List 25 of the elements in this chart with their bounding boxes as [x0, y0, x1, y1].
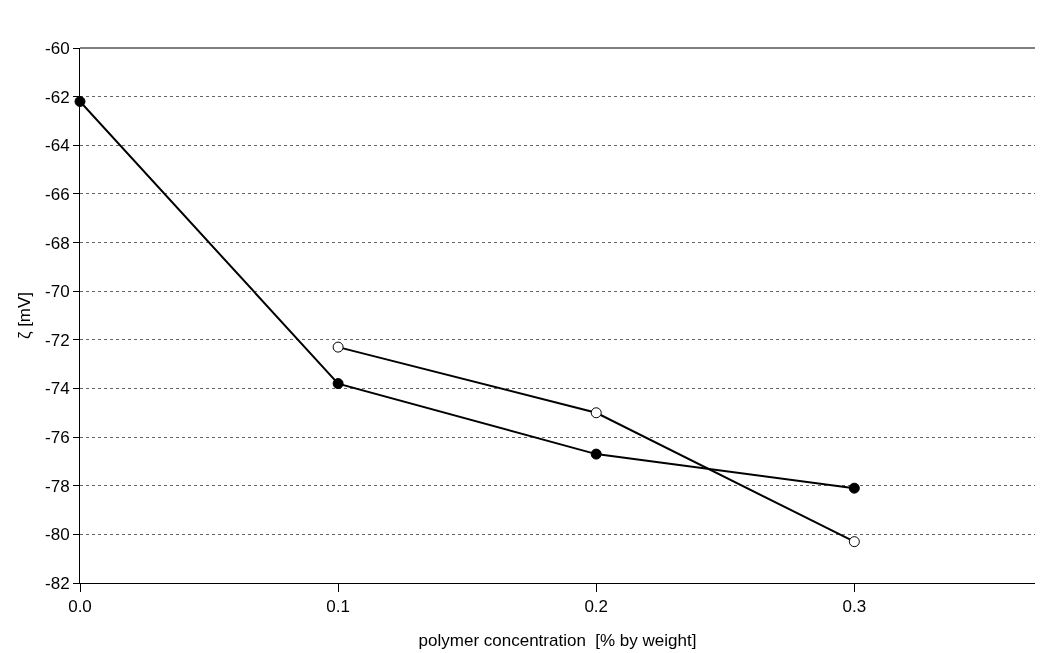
y-tick-label: -60 [45, 38, 70, 58]
x-tick-label: 0.2 [584, 597, 609, 617]
x-axis-title: polymer concentration [% by weight] [418, 630, 697, 650]
point [590, 407, 602, 419]
y-tick-label: -64 [45, 136, 70, 156]
y-tick-label: -74 [45, 379, 70, 399]
y-axis-title: ζ [mV] [14, 291, 34, 340]
x-tick-label: 0.1 [326, 597, 350, 617]
point [332, 378, 344, 390]
x-tick-label: 0.3 [842, 597, 867, 617]
point [74, 96, 86, 107]
x-tick-label: 0.0 [68, 597, 92, 617]
y-tick-label: -78 [45, 476, 70, 496]
y-tick-label: -82 [45, 573, 70, 593]
y-tick-label: -68 [45, 233, 70, 253]
y-tick-label: -72 [45, 330, 70, 350]
y-tick-label: -66 [45, 184, 70, 204]
point [332, 341, 344, 353]
y-tick-label: -70 [45, 282, 70, 302]
point [848, 536, 860, 548]
y-tick-label: -76 [45, 428, 70, 448]
point [590, 448, 602, 460]
point [848, 482, 860, 494]
y-tick-label: -62 [45, 87, 70, 107]
y-tick-label: -80 [45, 525, 70, 545]
